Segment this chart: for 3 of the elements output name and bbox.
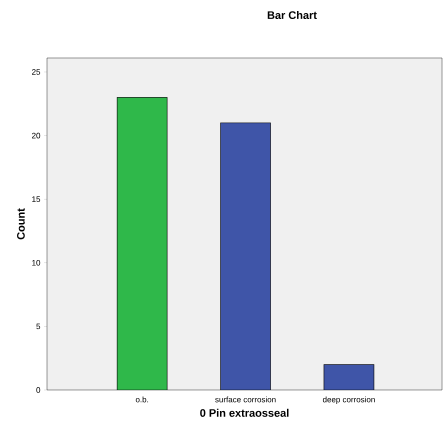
chart-title: Bar Chart bbox=[268, 10, 317, 20]
y-axis-title: Count bbox=[17, 208, 25, 240]
x-axis-title: 0 Pin extraosseal bbox=[200, 408, 288, 417]
